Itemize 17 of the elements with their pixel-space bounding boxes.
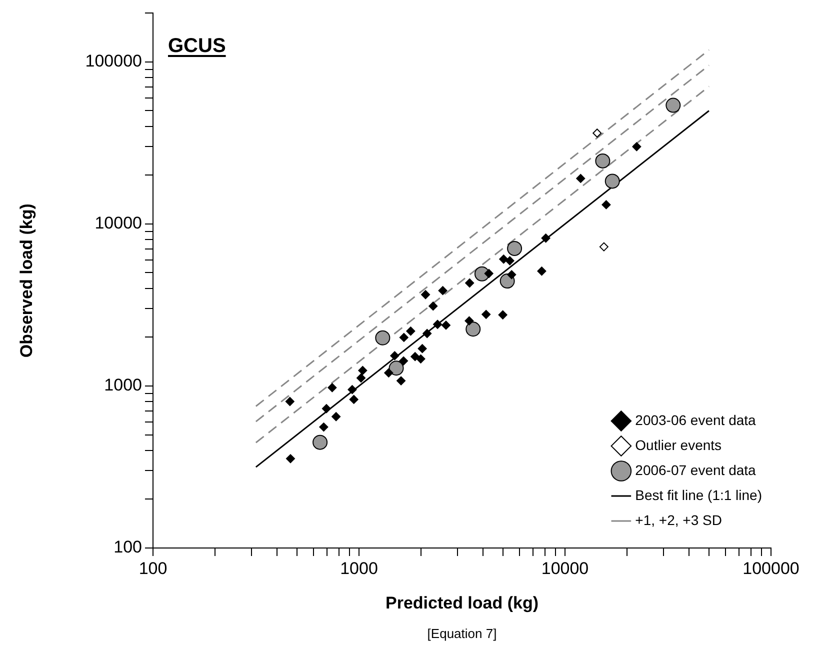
x-tick-label: 1000 xyxy=(340,558,378,578)
y-tick-label: 100000 xyxy=(85,52,142,71)
y-tick-label: 100 xyxy=(114,538,142,557)
x-tick-label: 10000 xyxy=(541,558,589,578)
x-axis-title: Predicted load (kg) xyxy=(385,593,539,612)
x-tick-label: 100000 xyxy=(742,558,800,578)
y-axis-title: Observed load (kg) xyxy=(16,204,36,358)
legend-label: +1, +2, +3 SD xyxy=(635,512,722,528)
text: [Equation 7] xyxy=(427,626,497,641)
y-tick-label: 10000 xyxy=(94,214,142,233)
y-tick-label: 1000 xyxy=(104,376,142,395)
legend-label: Best fit line (1:1 line) xyxy=(635,486,762,503)
text: GCUS xyxy=(168,35,226,58)
legend-label: 2003-06 event data xyxy=(635,412,756,428)
legend-label: 2006-07 event data xyxy=(635,462,756,478)
legend-label: Outlier events xyxy=(635,436,722,453)
x-tick-label: 100 xyxy=(138,558,168,578)
